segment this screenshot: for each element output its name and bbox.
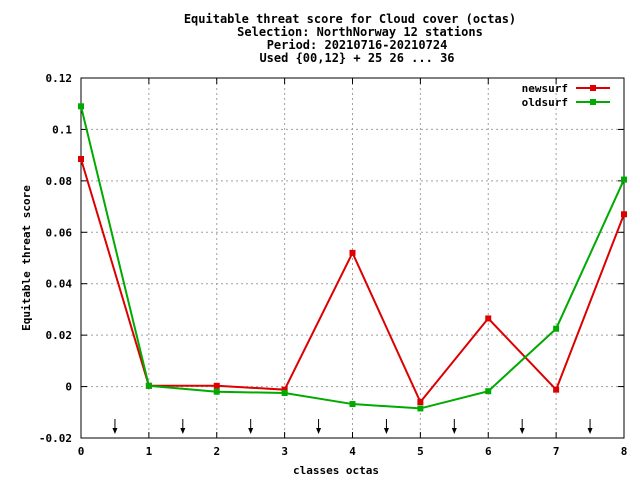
y-tick-label: -0.02: [39, 432, 72, 445]
series-oldsurf: [78, 103, 627, 412]
title-line-2: Selection: NorthNorway 12 stations: [237, 25, 483, 39]
down-arrow-icon: [180, 419, 186, 434]
chart-title: Equitable threat score for Cloud cover (…: [184, 12, 516, 65]
title-line-1: Equitable threat score for Cloud cover (…: [184, 12, 516, 26]
data-point-newsurf: [485, 315, 492, 322]
x-tick-label: 8: [621, 445, 628, 458]
legend-label: oldsurf: [522, 96, 568, 109]
data-point-oldsurf: [553, 325, 560, 332]
y-tick-label: 0: [65, 381, 72, 394]
x-tick-label: 5: [417, 445, 424, 458]
legend-entry-newsurf: newsurf: [522, 82, 610, 95]
title-line-3: Period: 20210716-20210724: [267, 38, 448, 52]
grid: [81, 78, 624, 438]
x-tick-label: 3: [281, 445, 288, 458]
data-point-oldsurf: [417, 405, 424, 412]
legend-entry-oldsurf: oldsurf: [522, 96, 610, 109]
legend-label: newsurf: [522, 82, 568, 95]
data-point-newsurf: [349, 249, 356, 256]
down-arrow-icon: [316, 419, 322, 434]
y-tick-label: 0.08: [46, 175, 73, 188]
y-tick-label: 0.02: [46, 329, 73, 342]
data-point-newsurf: [78, 156, 84, 162]
data-point-newsurf: [417, 399, 424, 405]
series-group: [78, 103, 627, 412]
y-tick-label: 0.12: [46, 72, 73, 85]
down-arrow-icon: [519, 419, 525, 434]
data-point-oldsurf: [621, 176, 627, 183]
down-arrow-icon: [587, 419, 593, 434]
y-tick-label: 0.06: [46, 226, 73, 239]
x-axis-label: classes octas: [293, 464, 379, 477]
x-tick-label: 1: [146, 445, 153, 458]
data-point-oldsurf: [485, 388, 492, 395]
down-arrow-icon: [383, 419, 389, 434]
data-point-newsurf: [281, 386, 288, 393]
series-line-newsurf: [80, 158, 625, 404]
data-point-oldsurf: [145, 382, 152, 389]
y-tick-label: 0.04: [46, 278, 73, 291]
x-tick-label: 2: [213, 445, 220, 458]
y-tick-label: 0.1: [52, 123, 72, 136]
down-arrow-icon: [451, 419, 457, 434]
data-point-oldsurf: [213, 388, 220, 395]
x-tick-label: 4: [349, 445, 356, 458]
data-point-newsurf: [553, 386, 560, 393]
series-newsurf: [78, 156, 627, 405]
data-point-oldsurf: [281, 390, 288, 396]
data-point-newsurf: [621, 211, 627, 218]
x-tick-label: 7: [553, 445, 560, 458]
data-point-oldsurf: [349, 401, 356, 408]
legend-swatch-marker: [590, 99, 596, 105]
x-tick-label: 0: [78, 445, 85, 458]
data-point-newsurf: [213, 382, 220, 389]
data-point-oldsurf: [78, 103, 84, 110]
class-arrows: [112, 419, 593, 434]
legend-swatch-marker: [590, 85, 596, 91]
title-line-4: Used {00,12} + 25 26 ... 36: [259, 51, 454, 65]
axis-ticks: 0 1 2 3 4 5 6 7 8 -0.02 0 0.02 0.04 0.06 0.08 0.1 0.12: [39, 72, 627, 458]
x-tick-label: 6: [485, 445, 492, 458]
y-axis-label: Equitable threat score: [20, 185, 33, 331]
down-arrow-icon: [112, 419, 118, 434]
down-arrow-icon: [248, 419, 254, 434]
